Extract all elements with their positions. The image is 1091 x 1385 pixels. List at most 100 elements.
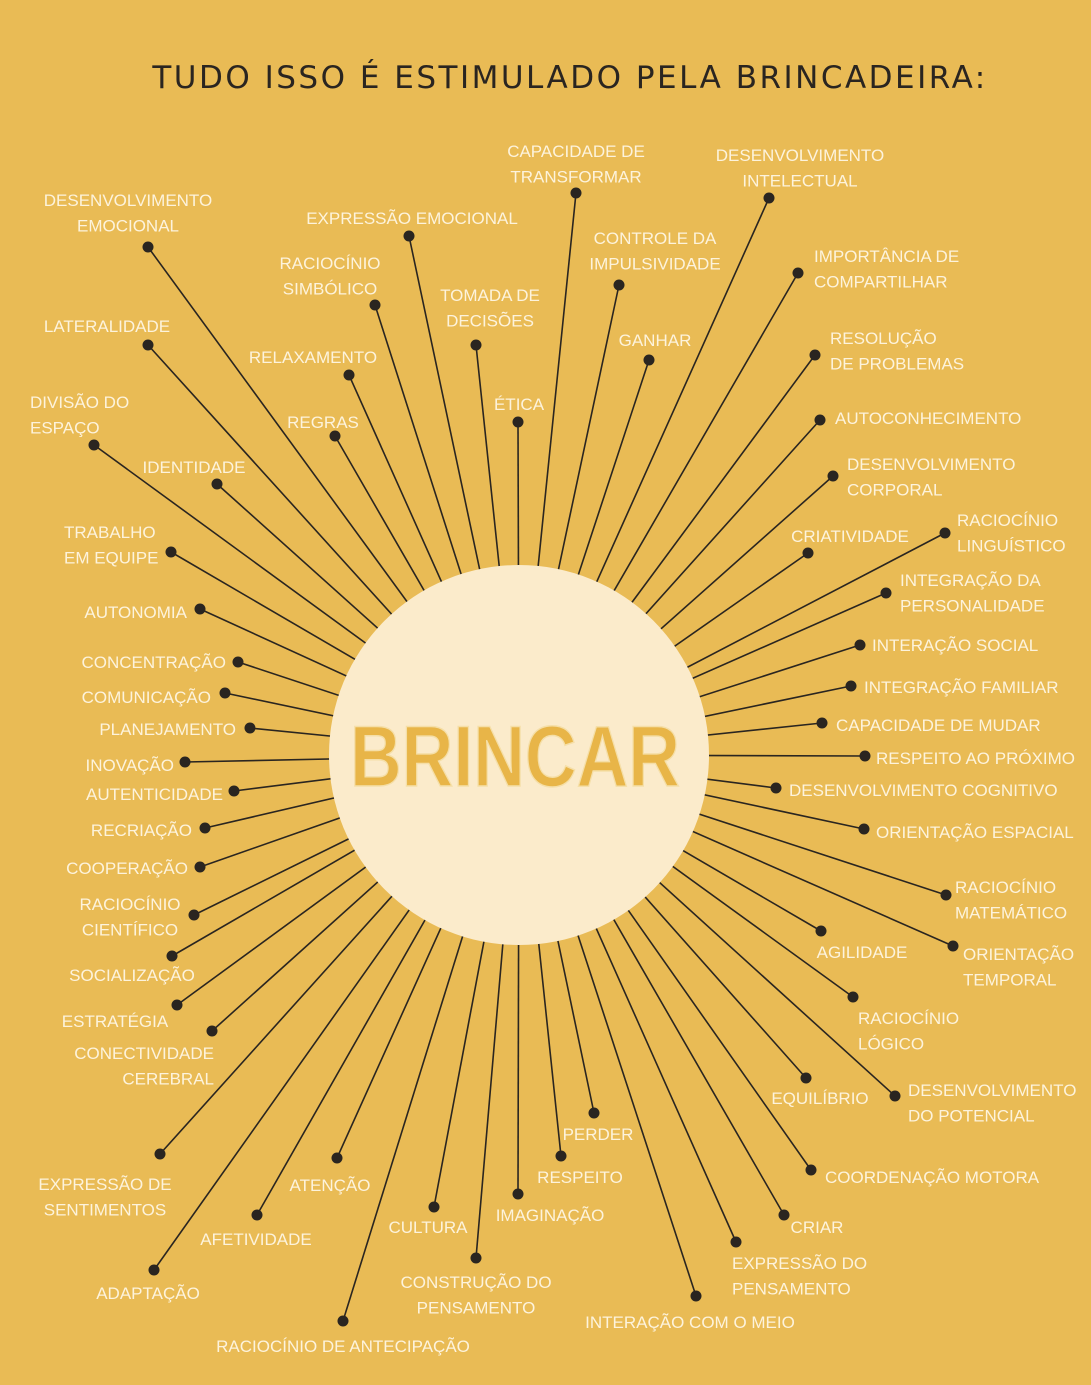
benefit-label-line: DESENVOLVIMENTO: [847, 455, 1015, 474]
benefit-label-line: LATERALIDADE: [44, 317, 170, 336]
connector-dot: [847, 991, 859, 1003]
benefit-label-line: PLANEJAMENTO: [99, 720, 236, 739]
benefit-label-line: RELAXAMENTO: [249, 348, 377, 367]
benefit-label-line: SENTIMENTOS: [44, 1201, 166, 1220]
benefit-label: TOMADA DE DECISÕES: [440, 286, 540, 331]
benefit-label-line: CONSTRUÇÃO DO: [400, 1273, 551, 1292]
benefit-label: CAPACIDADE DE MUDAR: [836, 716, 1041, 735]
connector-dot: [206, 1025, 218, 1037]
benefit-label-line: COMPARTILHAR: [814, 273, 948, 292]
connector-dot: [800, 1072, 812, 1084]
benefit-label-line: LÓGICO: [858, 1035, 924, 1054]
connector-dot: [939, 527, 951, 539]
labels: DESENVOLVIMENTO EMOCIONAL EXPRESSÃO EMOCIO…: [30, 142, 1076, 1356]
benefit-label-line: SIMBÓLICO: [283, 280, 377, 299]
connector-dot: [570, 187, 582, 199]
connector-dot: [142, 339, 154, 351]
benefit-label-line: IMPULSIVIDADE: [589, 255, 720, 274]
benefit-label-line: DESENVOLVIMENTO: [908, 1081, 1076, 1100]
benefit-label: RACIOCÍNIO CIENTÍFICO: [79, 895, 180, 940]
benefit-label-line: TOMADA DE: [440, 286, 540, 305]
connector-dot: [148, 1264, 160, 1276]
benefit-label: GANHAR: [619, 331, 692, 350]
benefit-label: CONTROLE DA IMPULSIVIDADE: [589, 229, 720, 274]
benefit-label: ESTRATÉGIA: [62, 1012, 169, 1031]
benefit-label-line: TRANSFORMAR: [510, 168, 641, 187]
benefit-label: EQUILÍBRIO: [771, 1089, 868, 1108]
connector-dot: [588, 1107, 600, 1119]
benefit-label-line: RACIOCÍNIO DE ANTECIPAÇÃO: [216, 1337, 470, 1356]
benefit-label-line: AUTENTICIDADE: [86, 785, 223, 804]
benefit-label-line: CAPACIDADE DE MUDAR: [836, 716, 1041, 735]
benefit-label: ÉTICA: [494, 395, 545, 414]
benefit-label: LATERALIDADE: [44, 317, 170, 336]
benefit-label: PLANEJAMENTO: [99, 720, 236, 739]
connector-dot: [343, 369, 355, 381]
connector-dot: [730, 1236, 742, 1248]
benefit-label-line: COMUNICAÇÃO: [82, 688, 211, 707]
benefit-label: TRABALHO EM EQUIPE: [64, 523, 158, 568]
benefit-label-line: EXPRESSÃO EMOCIONAL: [306, 209, 518, 228]
benefit-label-line: EMOCIONAL: [77, 217, 179, 236]
benefit-label-line: CORPORAL: [847, 481, 942, 500]
connector-dot: [369, 299, 381, 311]
connector-dot: [880, 587, 892, 599]
benefit-label: RESPEITO AO PRÓXIMO: [876, 749, 1075, 768]
benefit-label: SOCIALIZAÇÃO: [69, 966, 195, 985]
connector-dot: [194, 603, 206, 615]
benefit-label-line: GANHAR: [619, 331, 692, 350]
connector-dot: [770, 782, 782, 794]
benefit-label: IMPORTÂNCIA DE COMPARTILHAR: [814, 247, 959, 292]
connector-dot: [211, 478, 223, 490]
benefit-label-line: RACIOCÍNIO: [279, 254, 380, 273]
connector-dot: [613, 279, 625, 291]
benefit-label-line: ÉTICA: [494, 395, 545, 414]
benefit-label-line: CRIAR: [791, 1218, 844, 1237]
benefit-label: DESENVOLVIMENTO INTELECTUAL: [716, 146, 884, 191]
connector-dot: [690, 1290, 702, 1302]
benefit-label-line: RECRIAÇÃO: [91, 821, 192, 840]
connector-dot: [816, 717, 828, 729]
benefit-label-line: DECISÕES: [446, 312, 534, 331]
benefit-label-line: IMAGINAÇÃO: [496, 1206, 605, 1225]
connector-dot: [251, 1209, 263, 1221]
benefit-label-line: PENSAMENTO: [732, 1280, 851, 1299]
benefit-label-line: CRIATIVIDADE: [791, 527, 909, 546]
benefit-label-line: SOCIALIZAÇÃO: [69, 966, 195, 985]
benefit-label-line: RACIOCÍNIO: [957, 511, 1058, 530]
benefit-label: RACIOCÍNIO LÓGICO: [858, 1009, 959, 1054]
benefit-label-line: ORIENTAÇÃO ESPACIAL: [876, 823, 1074, 842]
benefit-label: RACIOCÍNIO DE ANTECIPAÇÃO: [216, 1337, 470, 1356]
benefit-label-line: INTERAÇÃO COM O MEIO: [585, 1313, 795, 1332]
benefit-label: RACIOCÍNIO LINGUÍSTICO: [957, 511, 1066, 556]
connector-dot: [188, 909, 200, 921]
benefit-label: CULTURA: [388, 1218, 468, 1237]
benefit-label: CRIAR: [791, 1218, 844, 1237]
benefit-label: DESENVOLVIMENTO COGNITIVO: [789, 781, 1058, 800]
connector-dot: [854, 639, 866, 651]
benefit-label-line: RACIOCÍNIO: [955, 878, 1056, 897]
benefit-label-line: IDENTIDADE: [143, 458, 246, 477]
benefit-label: DESENVOLVIMENTO DO POTENCIAL: [908, 1081, 1076, 1126]
benefit-label: DESENVOLVIMENTO EMOCIONAL: [44, 191, 212, 236]
benefit-label-line: COORDENAÇÃO MOTORA: [825, 1168, 1040, 1187]
benefit-label-line: DE PROBLEMAS: [830, 355, 964, 374]
benefit-label-line: RESPEITO: [537, 1168, 623, 1187]
connector-dot: [802, 547, 814, 559]
benefit-label: EXPRESSÃO EMOCIONAL: [306, 209, 518, 228]
benefit-label: AFETIVIDADE: [200, 1230, 311, 1249]
benefit-label: COOPERAÇÃO: [66, 859, 188, 878]
connector-dot: [940, 889, 952, 901]
connector-dot: [805, 1164, 817, 1176]
benefit-label: CRIATIVIDADE: [791, 527, 909, 546]
benefit-label: INTERAÇÃO COM O MEIO: [585, 1313, 795, 1332]
benefit-label-line: CIENTÍFICO: [82, 921, 178, 940]
benefit-label-line: INTELECTUAL: [742, 172, 857, 191]
benefit-label: ORIENTAÇÃO TEMPORAL: [963, 945, 1074, 990]
benefit-label-line: CAPACIDADE DE: [507, 142, 645, 161]
connector-dot: [643, 354, 655, 366]
connector-dot: [889, 1090, 901, 1102]
benefit-label-line: LINGUÍSTICO: [957, 537, 1066, 556]
connector-dot: [232, 656, 244, 668]
